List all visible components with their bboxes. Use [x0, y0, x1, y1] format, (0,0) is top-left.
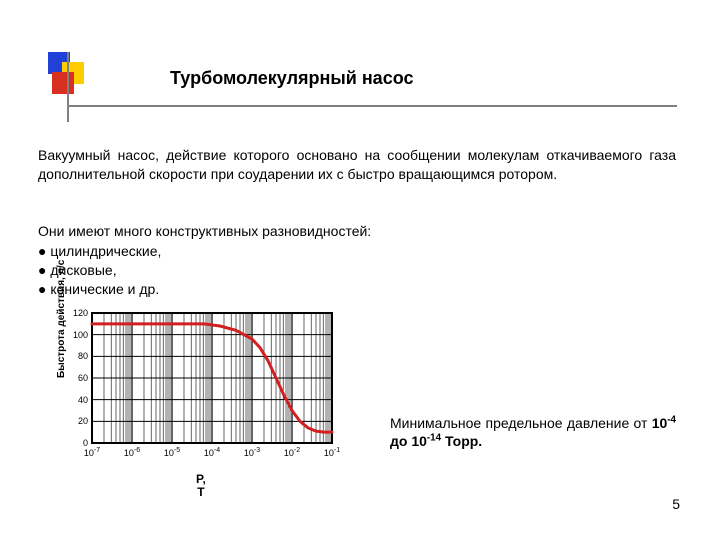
chart-svg	[82, 308, 342, 468]
chart-x-tick: 10-6	[117, 447, 147, 458]
chart-x-tick: 10-5	[157, 447, 187, 458]
logo-square-red	[52, 72, 74, 94]
definition-paragraph: Вакуумный насос, действие которого основ…	[38, 146, 676, 184]
page-title: Турбомолекулярный насос	[170, 68, 413, 89]
list-item: ● конические и др.	[38, 280, 676, 299]
chart-y-tick: 40	[68, 395, 88, 405]
chart-y-tick: 60	[68, 373, 88, 383]
chart-y-tick: 100	[68, 330, 88, 340]
chart-x-tick: 10-2	[277, 447, 307, 458]
chart-x-tick: 10-4	[197, 447, 227, 458]
chart-y-tick: 80	[68, 351, 88, 361]
variants-list: ● цилиндрические, ● дисковые, ● коническ…	[38, 242, 676, 299]
chart-y-axis-label: Быстрота действия, л/с	[56, 260, 67, 378]
variants-intro: Они имеют много конструктивных разновидн…	[38, 222, 676, 241]
chart-y-tick: 20	[68, 416, 88, 426]
pumping-speed-chart: Быстрота действия, л/с 020406080100120 1…	[60, 308, 360, 488]
title-divider-horizontal	[67, 105, 677, 107]
list-item: ● дисковые,	[38, 261, 676, 280]
chart-x-tick: 10-3	[237, 447, 267, 458]
page-number: 5	[672, 496, 680, 512]
chart-x-tick: 10-7	[77, 447, 107, 458]
chart-x-axis-label: P,Т	[196, 473, 206, 498]
min-pressure-note: Минимальное предельное давление от 10-4 …	[390, 414, 676, 450]
list-item: ● цилиндрические,	[38, 242, 676, 261]
chart-x-tick: 10-1	[317, 447, 347, 458]
title-divider-vertical	[67, 52, 69, 122]
chart-y-tick: 120	[68, 308, 88, 318]
slide-logo	[48, 52, 92, 96]
